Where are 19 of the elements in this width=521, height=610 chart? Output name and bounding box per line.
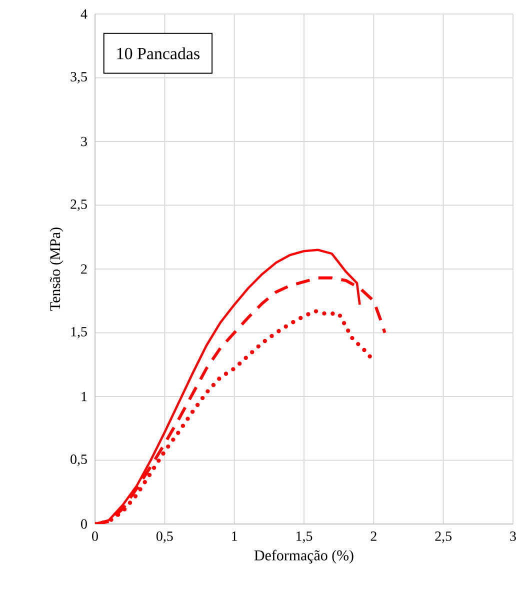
y-tick-label: 0	[81, 519, 87, 529]
y-tick-label: 1,5	[71, 327, 87, 338]
y-tick-label: 3	[81, 136, 87, 146]
y-tick-label: 2,5	[70, 200, 87, 211]
x-tick-label: 2	[370, 532, 376, 541]
y-tick-label: 1	[82, 392, 87, 402]
x-tick-label: 0	[92, 532, 98, 541]
x-tick-label: 2,5	[435, 532, 452, 543]
y-tick-label: 2	[81, 264, 87, 274]
y-tick-label: 3,5	[70, 72, 87, 84]
annotation: 10 Pancadas	[117, 47, 200, 60]
x-tick-label: 1,5	[296, 532, 312, 543]
x-tick-label: 0,5	[156, 532, 173, 543]
y-tick-label: 0,5	[70, 454, 87, 466]
x-tick-label: 1	[232, 532, 237, 541]
x-axis-title: Deformação (%)	[254, 550, 354, 564]
y-axis-title: Tensão (MPa)	[50, 228, 64, 311]
x-tick-label: 3	[510, 532, 516, 541]
y-tick-label: 4	[80, 9, 88, 19]
